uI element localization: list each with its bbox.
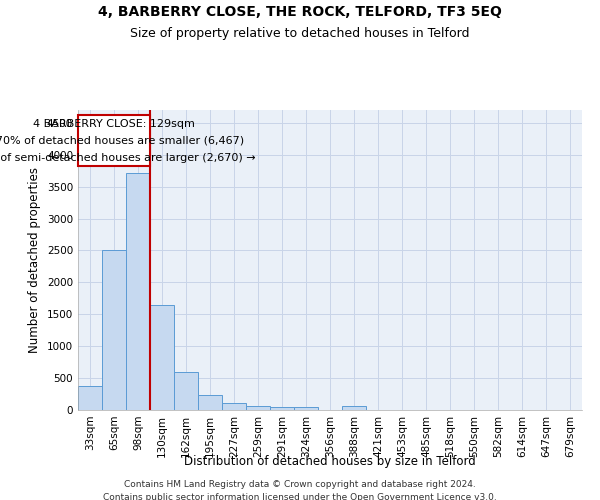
Text: 4 BARBERRY CLOSE: 129sqm: 4 BARBERRY CLOSE: 129sqm bbox=[33, 118, 195, 128]
Y-axis label: Number of detached properties: Number of detached properties bbox=[28, 167, 41, 353]
Bar bbox=[150, 306, 174, 410]
Text: Size of property relative to detached houses in Telford: Size of property relative to detached ho… bbox=[130, 28, 470, 40]
Bar bbox=[174, 372, 198, 410]
Text: 4, BARBERRY CLOSE, THE ROCK, TELFORD, TF3 5EQ: 4, BARBERRY CLOSE, THE ROCK, TELFORD, TF… bbox=[98, 5, 502, 19]
Text: 29% of semi-detached houses are larger (2,670) →: 29% of semi-detached houses are larger (… bbox=[0, 152, 256, 162]
Bar bbox=[78, 386, 102, 410]
Bar bbox=[222, 403, 246, 410]
Bar bbox=[294, 407, 318, 410]
Bar bbox=[246, 406, 270, 410]
Bar bbox=[126, 172, 150, 410]
Bar bbox=[270, 407, 294, 410]
FancyBboxPatch shape bbox=[78, 115, 150, 166]
Bar bbox=[342, 406, 366, 410]
Bar bbox=[198, 396, 222, 410]
Bar bbox=[102, 250, 126, 410]
Text: Contains public sector information licensed under the Open Government Licence v3: Contains public sector information licen… bbox=[103, 492, 497, 500]
Text: ← 70% of detached houses are smaller (6,467): ← 70% of detached houses are smaller (6,… bbox=[0, 136, 245, 145]
Text: Contains HM Land Registry data © Crown copyright and database right 2024.: Contains HM Land Registry data © Crown c… bbox=[124, 480, 476, 489]
Text: Distribution of detached houses by size in Telford: Distribution of detached houses by size … bbox=[184, 455, 476, 468]
